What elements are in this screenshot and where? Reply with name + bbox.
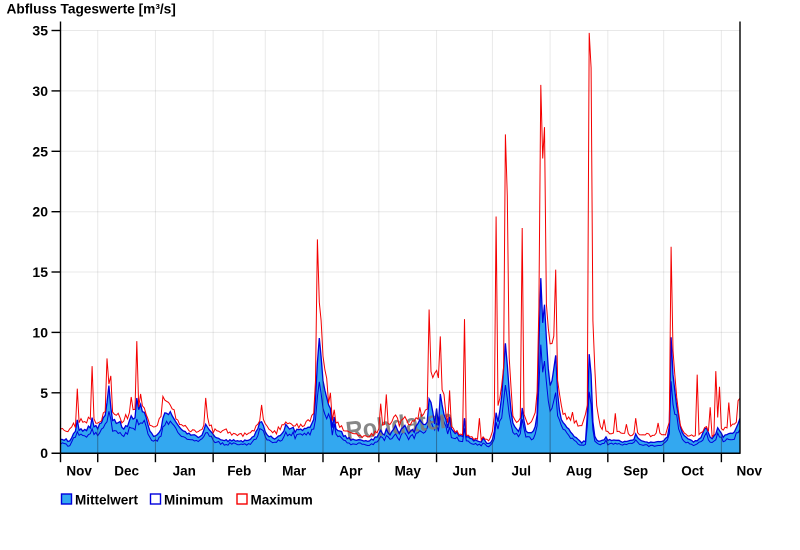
svg-text:Mittelwert: Mittelwert: [75, 493, 139, 508]
svg-text:Jun: Jun: [452, 464, 476, 479]
svg-text:10: 10: [32, 324, 48, 340]
svg-text:Aug: Aug: [566, 464, 592, 479]
svg-text:Abfluss Tageswerte [m³/s]: Abfluss Tageswerte [m³/s]: [7, 2, 176, 17]
svg-text:Nov: Nov: [737, 464, 763, 479]
svg-text:0: 0: [40, 445, 48, 461]
svg-text:Minimum: Minimum: [164, 493, 223, 508]
svg-text:Nov: Nov: [66, 464, 92, 479]
svg-text:15: 15: [32, 264, 48, 280]
svg-text:Maximum: Maximum: [251, 493, 313, 508]
svg-text:Oct: Oct: [681, 464, 704, 479]
svg-text:30: 30: [32, 83, 48, 99]
svg-text:Apr: Apr: [339, 464, 363, 479]
svg-text:25: 25: [32, 143, 48, 159]
svg-text:Dec: Dec: [114, 464, 139, 479]
svg-text:Feb: Feb: [227, 464, 251, 479]
svg-text:35: 35: [32, 23, 48, 39]
svg-text:20: 20: [32, 204, 48, 220]
svg-text:Mar: Mar: [282, 464, 307, 479]
svg-text:5: 5: [40, 385, 48, 401]
svg-text:May: May: [395, 464, 422, 479]
svg-text:Sep: Sep: [623, 464, 648, 479]
svg-text:Jul: Jul: [512, 464, 532, 479]
svg-text:Jan: Jan: [173, 464, 196, 479]
